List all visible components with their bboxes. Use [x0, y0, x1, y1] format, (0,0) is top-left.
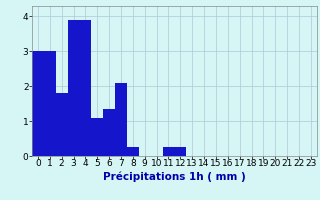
- Bar: [44, 51, 56, 156]
- Bar: [174, 147, 186, 156]
- Bar: [103, 109, 115, 156]
- Bar: [127, 147, 139, 156]
- Bar: [79, 20, 91, 156]
- Bar: [163, 147, 174, 156]
- Bar: [115, 83, 127, 156]
- Bar: [91, 118, 103, 156]
- X-axis label: Précipitations 1h ( mm ): Précipitations 1h ( mm ): [103, 171, 246, 182]
- Bar: [56, 93, 68, 156]
- Bar: [68, 20, 79, 156]
- Bar: [32, 51, 44, 156]
